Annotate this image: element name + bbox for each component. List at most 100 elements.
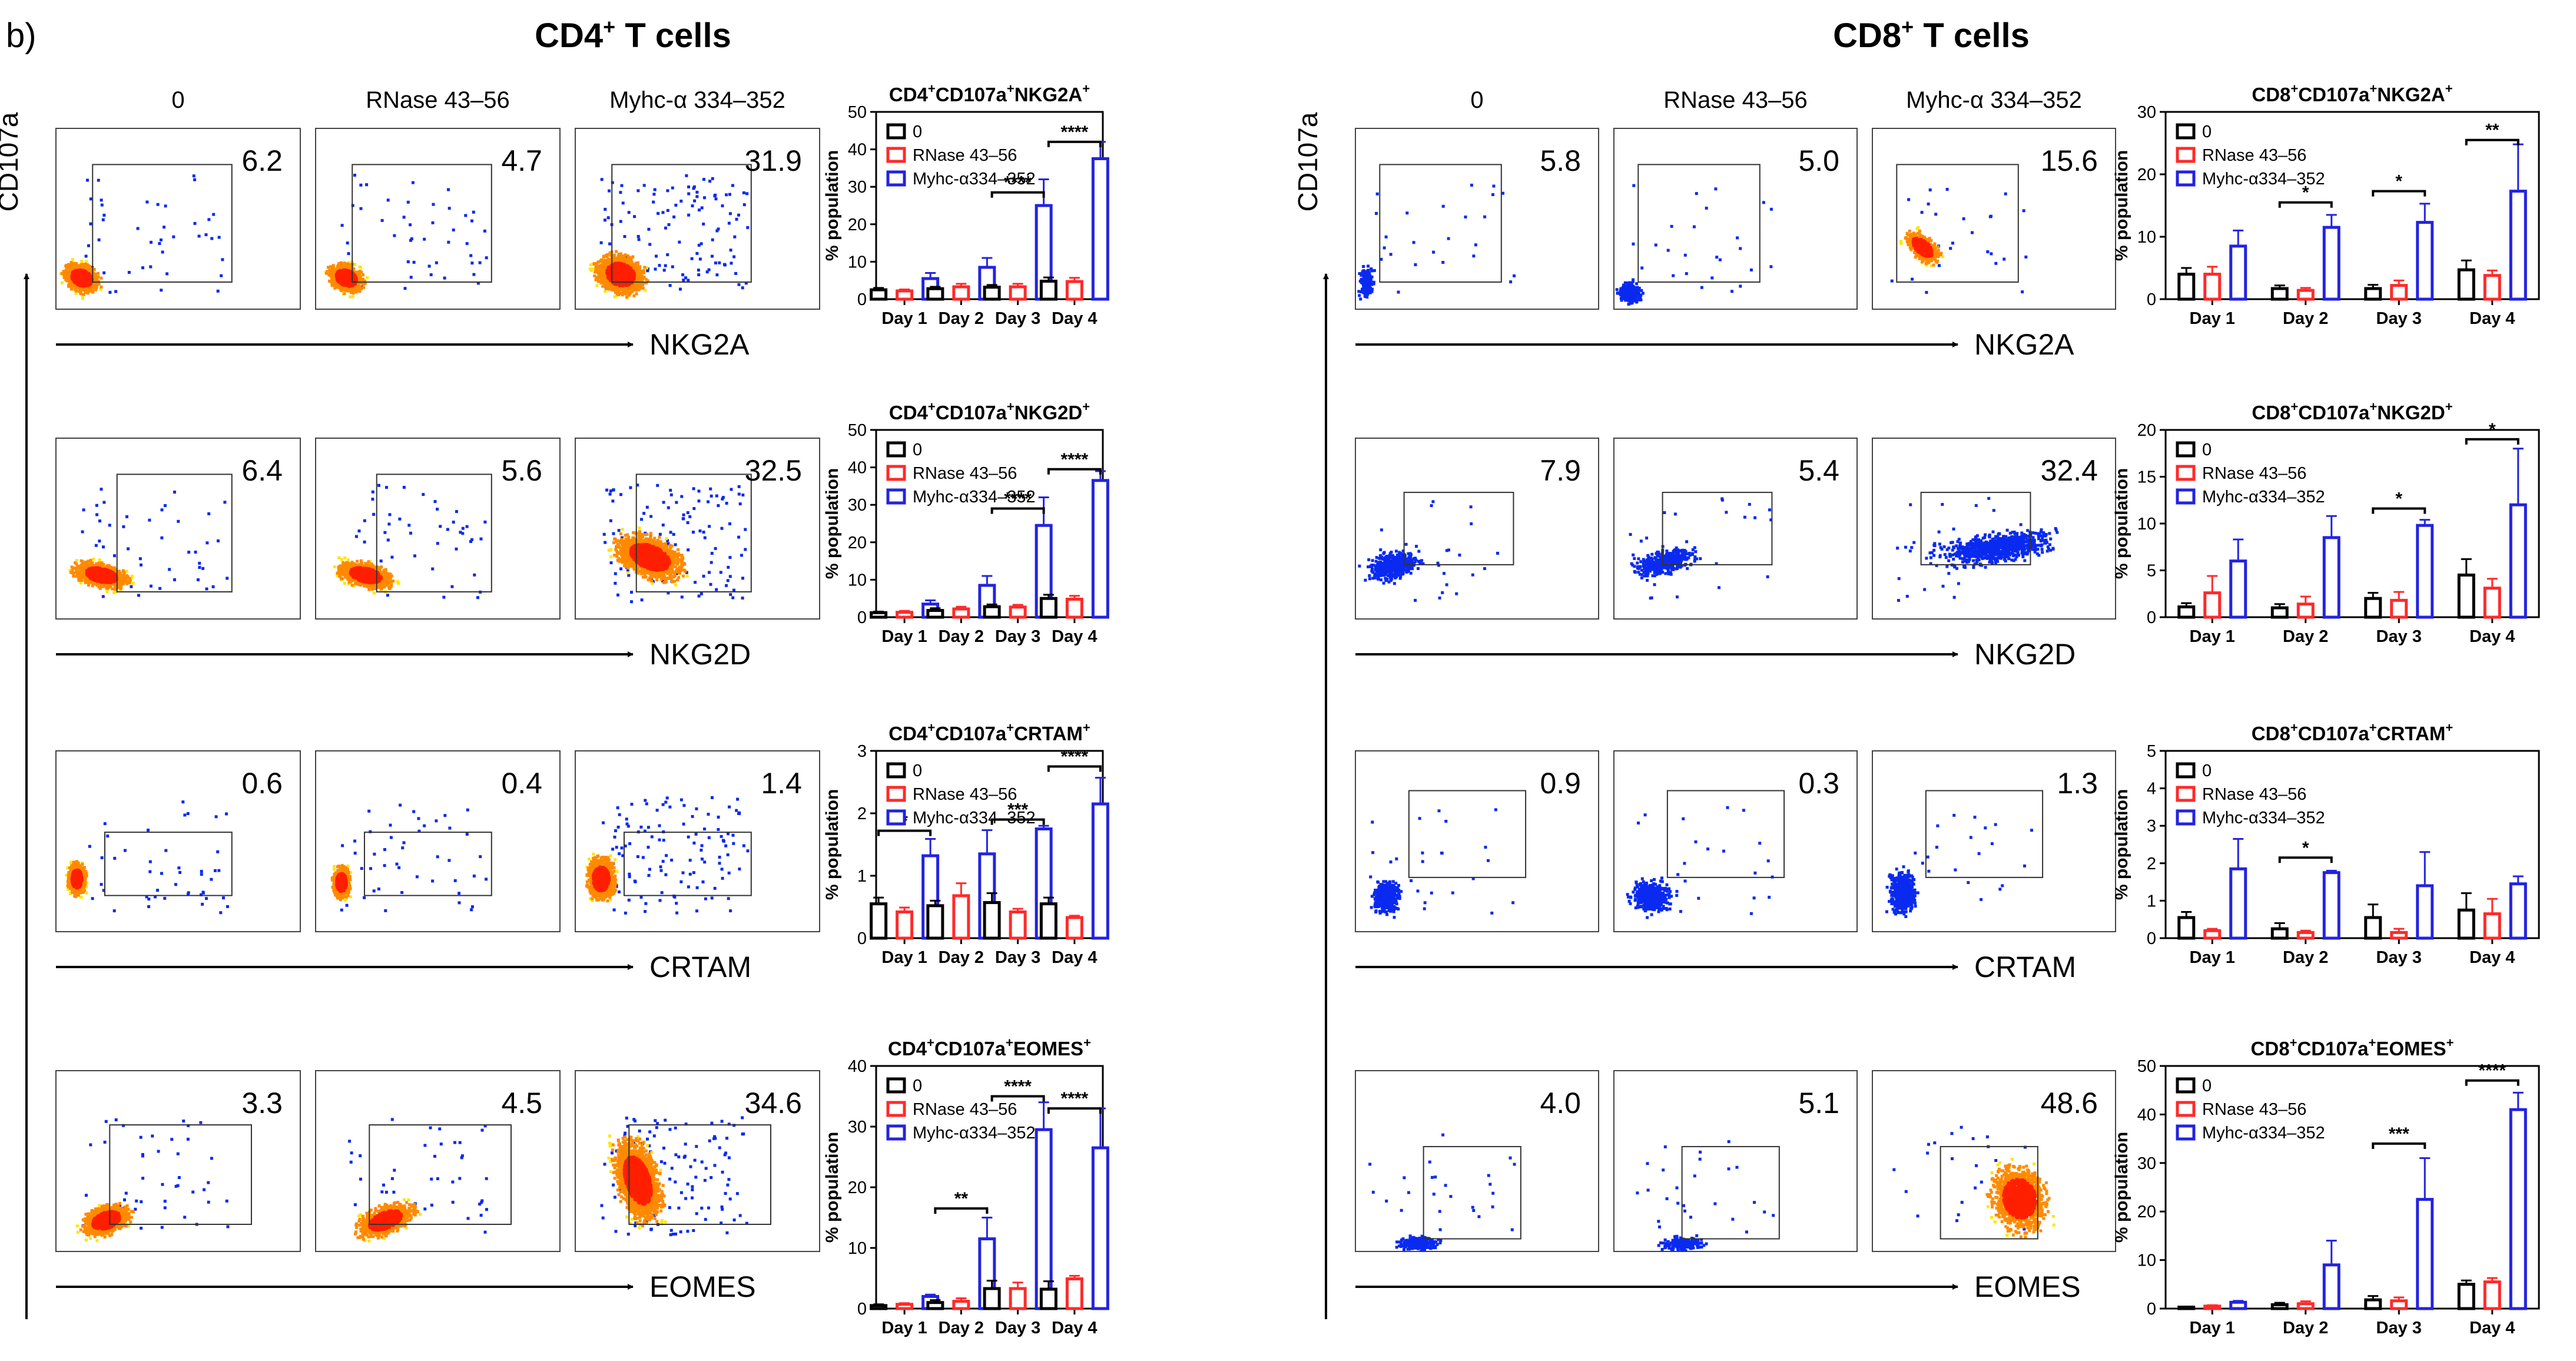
event-dot [88, 265, 92, 269]
event-dot [87, 584, 90, 587]
event-dot [102, 271, 106, 274]
event-dot [623, 290, 626, 293]
section-title-cd4: CD4+ T cells [535, 15, 731, 55]
event-dot [713, 194, 717, 198]
event-dot [624, 253, 627, 257]
event-dot [636, 283, 640, 287]
event-dot [97, 585, 101, 589]
event-dot [362, 286, 365, 289]
event-dot [604, 290, 607, 293]
event-dot [687, 213, 691, 217]
event-dot [711, 254, 714, 258]
event-dot [687, 185, 691, 188]
gate-percentage: 31.9 [745, 144, 802, 177]
event-dot [597, 260, 601, 264]
event-dot [343, 292, 346, 296]
event-dot [693, 199, 697, 203]
event-dot [619, 272, 622, 276]
event-dot [644, 289, 647, 292]
event-dot [92, 558, 95, 561]
event-dot [340, 224, 344, 227]
event-dot [349, 295, 352, 299]
event-dot [89, 197, 92, 201]
event-dot [635, 263, 638, 266]
event-dot [423, 237, 426, 241]
event-dot [216, 289, 220, 293]
event-dot [365, 183, 369, 187]
event-dot [201, 567, 205, 570]
event-dot [478, 261, 482, 264]
event-dot [220, 274, 223, 277]
event-dot [122, 525, 125, 528]
event-dot [741, 286, 744, 290]
event-dot [620, 184, 624, 187]
event-dot [615, 250, 618, 253]
event-dot [447, 240, 450, 244]
event-dot [674, 203, 678, 207]
event-dot [711, 177, 714, 180]
event-dot [87, 559, 90, 563]
event-dot [464, 214, 468, 217]
event-dot [679, 200, 683, 203]
event-dot [82, 508, 85, 512]
event-dot [700, 206, 704, 210]
event-dot [95, 504, 98, 507]
event-dot [351, 295, 354, 299]
event-dot [75, 575, 78, 578]
event-dot [687, 192, 691, 196]
event-dot [447, 188, 450, 191]
event-dot [591, 267, 594, 271]
dotplot-cd4-nkg2a-2: 31.9 [575, 128, 820, 310]
dotplot-inner [59, 174, 224, 300]
event-dot [698, 208, 701, 212]
event-dot [158, 587, 162, 590]
event-dot [672, 215, 676, 218]
event-dot [120, 583, 123, 587]
event-dot [331, 264, 335, 267]
event-dot [483, 229, 486, 233]
event-dot [731, 184, 734, 187]
gate-percentage: 4.7 [501, 144, 542, 177]
event-dot [100, 561, 104, 565]
event-dot [127, 271, 131, 274]
event-dot [623, 235, 626, 239]
event-dot [173, 491, 176, 494]
event-dot [711, 238, 714, 241]
event-dot [622, 291, 625, 294]
event-dot [68, 568, 72, 572]
event-dot [105, 590, 109, 593]
event-dot [332, 266, 335, 269]
event-dot [412, 260, 416, 264]
event-dot [97, 238, 101, 241]
event-dot [443, 276, 446, 280]
event-dot [652, 193, 656, 196]
event-dot [427, 264, 431, 268]
event-dot [638, 266, 641, 270]
event-dot [595, 284, 599, 287]
event-dot [645, 266, 649, 270]
event-dot [702, 178, 705, 181]
event-dot [81, 297, 84, 300]
event-dot [393, 234, 396, 237]
event-dot [679, 287, 682, 291]
event-dot [603, 259, 606, 263]
event-dot [380, 218, 384, 222]
event-dot [333, 285, 337, 289]
event-dot [223, 501, 227, 504]
event-dot [597, 268, 601, 271]
event-dot [193, 178, 197, 181]
event-dot [708, 180, 712, 183]
condition-label: 0 [171, 87, 184, 113]
event-dot [160, 508, 164, 512]
event-dot [359, 183, 363, 187]
event-dot [595, 261, 598, 265]
event-dot [632, 294, 636, 297]
event-dot [727, 221, 731, 225]
event-dot [91, 584, 94, 588]
event-dot [94, 544, 98, 547]
event-dot [81, 530, 84, 534]
event-dot [65, 263, 68, 267]
event-dot [360, 287, 363, 290]
event-dot [714, 261, 717, 264]
event-dot [629, 291, 632, 294]
